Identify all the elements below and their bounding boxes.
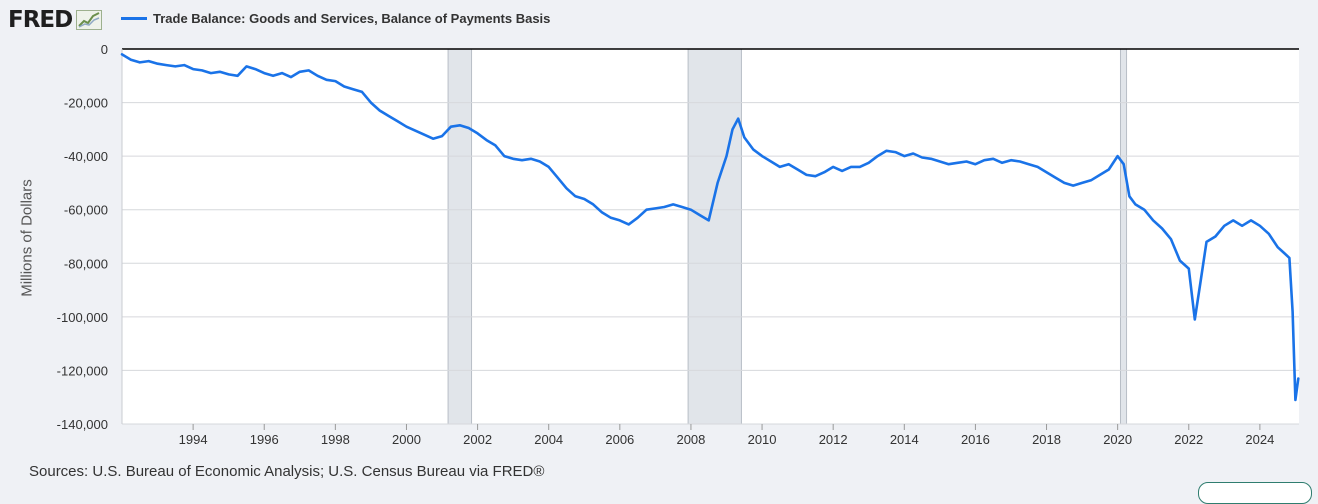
series-line-1[interactable]	[120, 53, 1300, 402]
x-tick-label: 2004	[534, 432, 563, 447]
x-tick-label: 1994	[179, 432, 208, 447]
x-tick-label: 2006	[605, 432, 634, 447]
y-axis-ticks: 0 -20,000 -40,000 -60,000 -80,000 -100,000 -12…	[57, 42, 108, 432]
x-tick-label: 2012	[819, 432, 848, 447]
recession-band-1	[447, 48, 473, 425]
x-tick-label: 2010	[748, 432, 777, 447]
y-tick-label: -120,000	[57, 363, 108, 378]
x-tick-label: 2014	[890, 432, 919, 447]
chart-legend[interactable]: Trade Balance: Goods and Services, Balan…	[121, 11, 550, 26]
grid-layer	[121, 48, 1299, 425]
x-tick-label: 1996	[250, 432, 279, 447]
recession-band-2	[687, 48, 742, 425]
chart-header: FRED Trade Balance: Goods and Services, …	[0, 0, 1318, 40]
y-tick-label: 0	[101, 42, 108, 57]
edit-graph-button[interactable]	[1198, 482, 1312, 504]
y-tick-label: -20,000	[64, 96, 108, 111]
logo-text: FRED	[8, 7, 73, 33]
trade-balance-chart[interactable]: 0 -20,000 -40,000 -60,000 -80,000 -100,000 -12…	[0, 0, 1318, 460]
x-tick-label: 2018	[1032, 432, 1061, 447]
x-tick-label: 2008	[676, 432, 705, 447]
recession-band-3	[1119, 48, 1128, 425]
legend-label: Trade Balance: Goods and Services, Balan…	[153, 11, 551, 26]
chart-trend-icon	[76, 10, 103, 30]
x-tick-label: 2022	[1174, 432, 1203, 447]
x-tick-label: 2020	[1103, 432, 1132, 447]
x-tick-label: 1998	[321, 432, 350, 447]
y-tick-label: -60,000	[64, 203, 108, 218]
legend-swatch	[121, 17, 147, 20]
fred-logo[interactable]: FRED	[8, 6, 103, 34]
y-tick-label: -40,000	[64, 149, 108, 164]
recession-shading-layer	[447, 48, 1128, 425]
x-tick-label: 2016	[961, 432, 990, 447]
source-note: Sources: U.S. Bureau of Economic Analysi…	[29, 463, 545, 480]
x-axis-ticks: 1994 1996 1998 2000 2002 2004 2006 2008 2010 2012…	[179, 424, 1274, 447]
x-tick-label: 2000	[392, 432, 421, 447]
y-tick-label: -100,000	[57, 310, 108, 325]
y-tick-label: -140,000	[57, 417, 108, 432]
x-tick-label: 2024	[1245, 432, 1274, 447]
series-layer	[120, 53, 1300, 402]
x-tick-label: 2002	[463, 432, 492, 447]
y-tick-label: -80,000	[64, 256, 108, 271]
